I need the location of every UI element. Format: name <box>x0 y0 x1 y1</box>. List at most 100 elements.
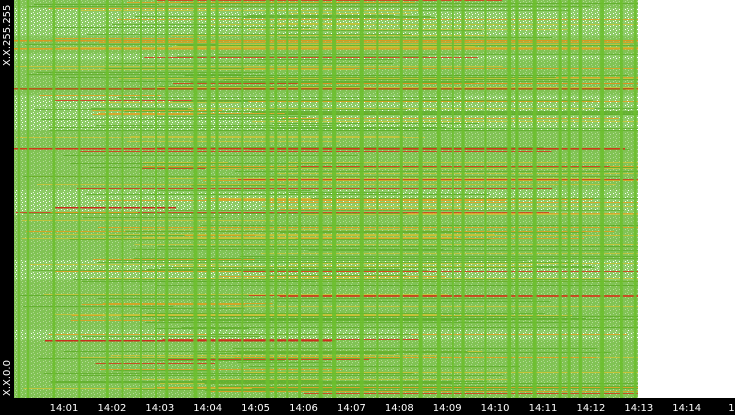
time-column <box>165 0 169 398</box>
time-column <box>332 0 337 398</box>
time-column <box>376 0 379 398</box>
x-label: 14:10 <box>481 403 510 414</box>
time-column <box>206 0 211 398</box>
x-label: 14:02 <box>97 403 126 414</box>
flow-line <box>23 388 329 389</box>
flow-line <box>97 298 535 299</box>
flow-line <box>109 63 393 64</box>
flow-line <box>176 56 428 57</box>
x-label: 14:07 <box>337 403 366 414</box>
time-column <box>18 0 20 398</box>
time-column <box>155 0 158 398</box>
flow-line <box>228 198 314 199</box>
flow-line <box>288 13 411 14</box>
plot-area <box>14 0 638 398</box>
flow-line <box>146 313 546 314</box>
time-column <box>274 0 278 398</box>
flow-line <box>43 373 414 374</box>
flow-line <box>32 270 428 271</box>
flow-line <box>188 108 595 109</box>
flow-line <box>99 42 636 43</box>
flow-line <box>173 46 476 47</box>
x-label: 14:01 <box>50 403 79 414</box>
flow-line <box>232 348 598 349</box>
flow-line <box>97 227 638 228</box>
flow-line <box>223 79 638 80</box>
flow-line <box>303 214 638 215</box>
flow-line <box>69 239 491 240</box>
flow-line <box>155 44 631 45</box>
time-column <box>265 0 270 398</box>
time-column <box>27 0 30 398</box>
flow-line <box>15 212 550 213</box>
flow-line <box>173 266 535 267</box>
time-column <box>484 0 487 398</box>
x-label: 14 <box>728 403 735 414</box>
flow-line <box>70 320 185 321</box>
flow-line <box>260 253 638 254</box>
flow-line <box>248 295 638 296</box>
flow-line <box>251 388 638 389</box>
flow-line <box>169 130 638 131</box>
flow-line <box>276 173 638 174</box>
flow-line <box>21 220 275 221</box>
flow-line <box>138 281 316 282</box>
flow-line <box>288 192 398 193</box>
time-column <box>139 0 142 398</box>
flow-line <box>248 366 520 367</box>
flow-line <box>227 306 638 307</box>
flow-line <box>268 275 407 276</box>
flow-line <box>234 357 596 358</box>
x-label: 14:05 <box>241 403 270 414</box>
flow-line <box>264 319 638 320</box>
time-column <box>215 0 219 398</box>
flow-line <box>275 301 551 302</box>
x-labels: 14:01 14:02 14:03 14:04 14:05 14:06 14:07 14:08… <box>50 403 735 414</box>
flow-line <box>155 87 638 88</box>
flow-line <box>14 40 638 42</box>
x-label: 14:14 <box>672 403 701 414</box>
flow-line <box>104 68 245 69</box>
flow-line <box>279 232 586 233</box>
flow-line <box>89 167 638 168</box>
flow-line <box>81 10 422 11</box>
flow-line <box>63 351 468 352</box>
flow-line <box>26 69 355 70</box>
flow-line <box>16 137 426 138</box>
flow-line <box>237 362 332 363</box>
time-column <box>558 0 562 398</box>
flow-line <box>303 393 638 394</box>
flow-line <box>167 178 606 179</box>
time-column <box>193 0 198 398</box>
flow-line <box>145 322 571 323</box>
x-label: 14:09 <box>433 403 462 414</box>
flow-line <box>200 225 638 226</box>
flow-line <box>297 83 638 84</box>
flow-line <box>133 258 638 259</box>
flow-line <box>117 81 576 82</box>
time-column <box>318 0 323 398</box>
flow-line <box>139 237 457 238</box>
x-label: 14:08 <box>385 403 414 414</box>
flow-line <box>236 352 611 353</box>
time-column <box>52 0 56 398</box>
flow-line <box>146 269 400 270</box>
flow-line <box>165 210 624 211</box>
flow-line <box>311 198 638 199</box>
flow-line <box>156 285 638 286</box>
flow-line <box>250 372 638 373</box>
flow-line <box>39 95 162 96</box>
flow-line <box>207 334 411 335</box>
flow-line <box>14 88 638 90</box>
flow-line <box>29 264 221 265</box>
flow-line <box>73 279 602 280</box>
flow-line <box>221 68 638 69</box>
flow-line <box>51 382 453 383</box>
time-column <box>532 0 537 398</box>
flow-line <box>98 113 404 114</box>
flow-line <box>82 217 224 218</box>
x-axis-strip <box>0 398 735 415</box>
flow-line <box>137 316 638 317</box>
